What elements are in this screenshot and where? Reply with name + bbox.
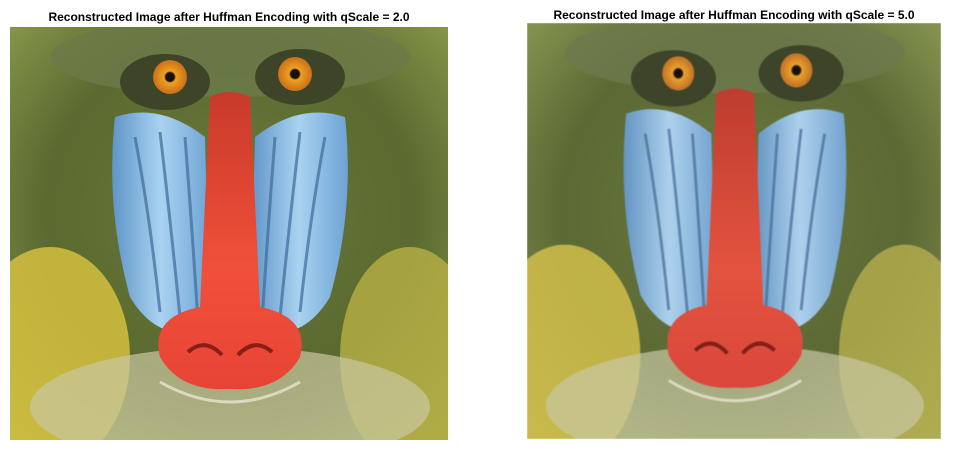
mandrill-image	[10, 27, 448, 440]
image-title: Reconstructed Image after Huffman Encodi…	[553, 8, 915, 22]
mandrill-picture	[527, 23, 941, 439]
mandrill-picture	[10, 27, 448, 440]
image-title: Reconstructed Image after Huffman Encodi…	[48, 10, 410, 24]
mandrill-image	[527, 23, 941, 439]
